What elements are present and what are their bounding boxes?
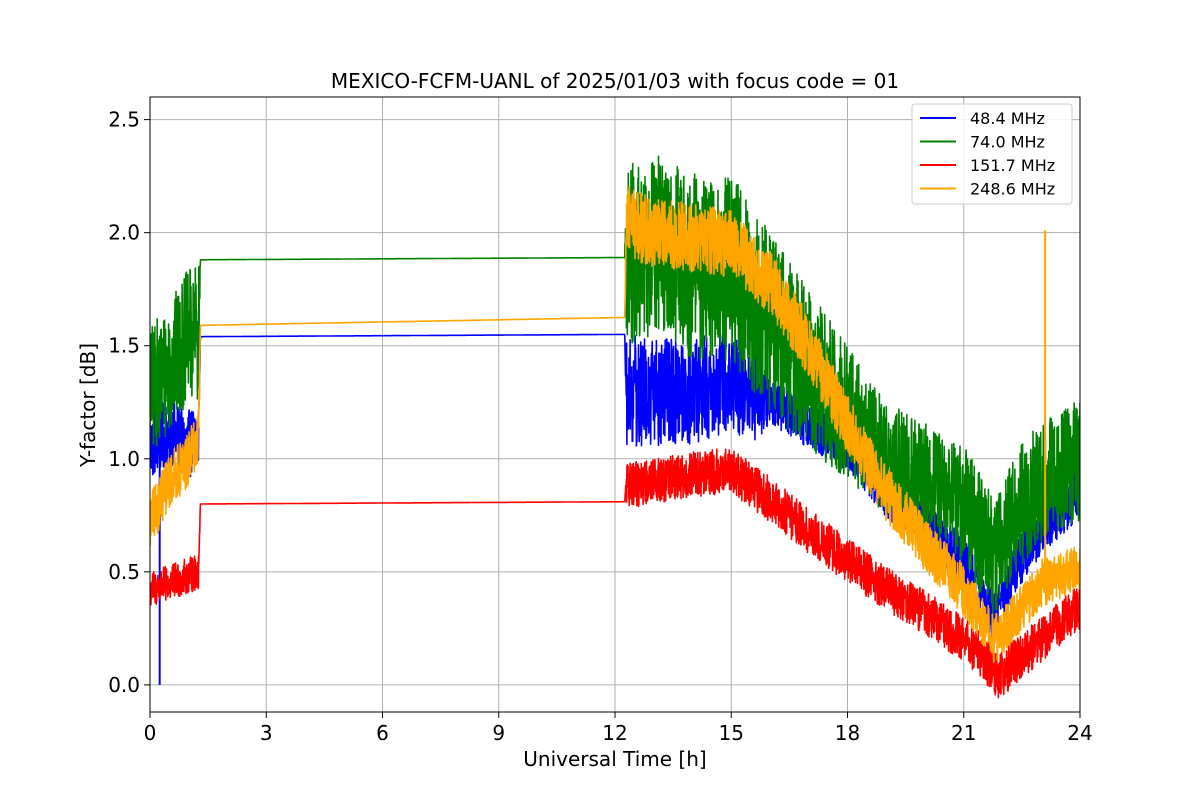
- series-group: [150, 155, 1080, 699]
- y-tick-label: 0.5: [108, 560, 140, 584]
- series-line-2: [150, 448, 1080, 699]
- y-tick-label: 0.0: [108, 673, 140, 697]
- y-tick-label: 1.0: [108, 447, 140, 471]
- legend: 48.4 MHz 74.0 MHz 151.7 MHz 248.6 MHz: [911, 103, 1073, 205]
- plot-area: [150, 155, 1080, 699]
- x-tick-label: 6: [376, 721, 389, 745]
- legend-box: [911, 103, 1073, 205]
- x-tick-label: 9: [492, 721, 505, 745]
- legend-label: 248.6 MHz: [970, 180, 1055, 199]
- legend-label: 74.0 MHz: [970, 133, 1045, 152]
- y-tick-label: 1.5: [108, 334, 140, 358]
- x-tick-label: 21: [951, 721, 976, 745]
- y-tick-label: 2.5: [108, 108, 140, 132]
- x-tick-label: 12: [602, 721, 627, 745]
- x-tick-label: 24: [1067, 721, 1092, 745]
- x-tick-label: 3: [260, 721, 273, 745]
- y-tick-label: 2.0: [108, 221, 140, 245]
- y-axis: 0.0 0.5 1.0 1.5 2.0 2.5: [108, 108, 150, 697]
- series-line-3: [150, 186, 1080, 664]
- x-tick-label: 0: [144, 721, 157, 745]
- x-tick-label: 18: [835, 721, 860, 745]
- x-axis: 0 3 6 9 12 15 18 21 24: [144, 712, 1093, 745]
- chart-title: MEXICO-FCFM-UANL of 2025/01/03 with focu…: [331, 69, 899, 93]
- y-axis-label: Y-factor [dB]: [76, 343, 100, 468]
- series-line-1: [150, 155, 1080, 618]
- legend-label: 151.7 MHz: [970, 156, 1055, 175]
- x-axis-label: Universal Time [h]: [523, 747, 706, 771]
- legend-label: 48.4 MHz: [970, 109, 1045, 128]
- x-tick-label: 15: [719, 721, 744, 745]
